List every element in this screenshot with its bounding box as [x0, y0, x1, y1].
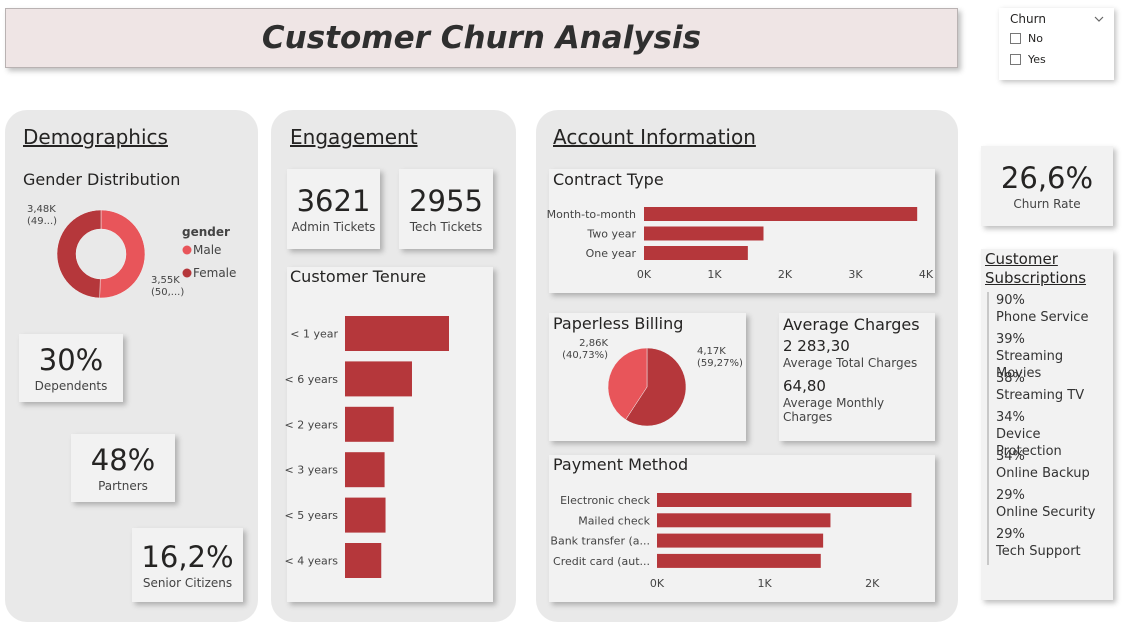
card-title: Customer Subscriptions	[985, 250, 1087, 287]
section-heading: Account Information	[553, 125, 756, 149]
kpi-card: 16,2% Senior Citizens	[132, 528, 243, 602]
subscription-item: 34% Device Protection	[996, 409, 1109, 459]
kpi-label: Tech Tickets	[409, 220, 483, 234]
chart-card	[549, 455, 935, 602]
subscription-value: 34%	[996, 449, 1025, 464]
subscription-item: 39% Streaming Movies	[996, 331, 1109, 381]
kpi-card: 2955 Tech Tickets	[399, 169, 493, 249]
subscription-label: Online Backup	[996, 466, 1090, 481]
subscription-value: 38%	[996, 371, 1025, 386]
subscription-label: Device Protection	[996, 427, 1062, 459]
subscription-value: 39%	[996, 332, 1025, 347]
subscription-item: 29% Online Security	[996, 487, 1109, 526]
charge-label: Average Total Charges	[783, 356, 918, 370]
subscription-value: 90%	[996, 293, 1025, 308]
card-title: Average Charges	[783, 315, 920, 334]
kpi-card: 26,6% Churn Rate	[981, 146, 1113, 226]
kpi-card: 30% Dependents	[19, 334, 123, 402]
subscription-value: 29%	[996, 527, 1025, 542]
kpi-card: 3621 Admin Tickets	[287, 169, 380, 249]
subscription-value: 34%	[996, 410, 1025, 425]
section-heading: Demographics	[23, 125, 168, 149]
subscription-item: 90% Phone Service	[996, 292, 1109, 331]
chart-card	[287, 267, 493, 602]
page-title: Customer Churn Analysis	[261, 20, 702, 56]
subscription-item: 29% Tech Support	[996, 526, 1109, 565]
slicer-chevron[interactable]	[1094, 15, 1104, 23]
kpi-value: 16,2%	[141, 540, 234, 574]
kpi-card: 48% Partners	[71, 434, 175, 502]
kpi-value: 2955	[409, 184, 483, 218]
kpi-label: Senior Citizens	[142, 576, 233, 590]
slicer-option[interactable]: Yes	[1028, 53, 1046, 66]
kpi-value: 30%	[38, 343, 104, 377]
subscription-list: 90% Phone Service 39% Streaming Movies 38% St…	[987, 292, 1109, 565]
subscription-label: Online Security	[996, 505, 1096, 520]
kpi-label: Admin Tickets	[291, 220, 376, 234]
subscriptions-card: Customer Subscriptions	[981, 249, 1113, 600]
kpi-value: 3621	[296, 184, 371, 218]
kpi-label: Churn Rate	[1013, 197, 1081, 211]
kpi-value: 48%	[90, 443, 156, 477]
subscription-item: 34% Online Backup	[996, 448, 1109, 487]
charge-value: 64,80	[783, 377, 826, 395]
section-heading: Engagement	[290, 125, 418, 149]
subscription-value: 29%	[996, 488, 1025, 503]
slicer-option[interactable]: No	[1028, 32, 1043, 45]
title-box: Customer Churn Analysis	[5, 8, 958, 68]
chart-card	[549, 169, 935, 293]
charge-label: Average Monthly Charges	[783, 396, 885, 424]
slicer-title: Churn	[1010, 12, 1046, 26]
chart-card	[549, 313, 746, 441]
checkbox[interactable]	[1010, 54, 1021, 65]
kpi-label: Partners	[98, 479, 148, 493]
subscription-label: Tech Support	[996, 544, 1081, 559]
subscription-label: Phone Service	[996, 310, 1089, 325]
average-charges-card: Average Charges 2 283,30 Average Total C…	[779, 313, 935, 441]
charge-value: 2 283,30	[783, 337, 850, 355]
kpi-label: Dependents	[34, 379, 108, 393]
subscription-label: Streaming Movies	[996, 349, 1064, 381]
slicer: Churn No Yes	[999, 8, 1114, 80]
subscription-item: 38% Streaming TV	[996, 370, 1109, 409]
checkbox[interactable]	[1010, 33, 1021, 44]
kpi-value: 26,6%	[1000, 161, 1094, 195]
subscription-label: Streaming TV	[996, 388, 1085, 403]
